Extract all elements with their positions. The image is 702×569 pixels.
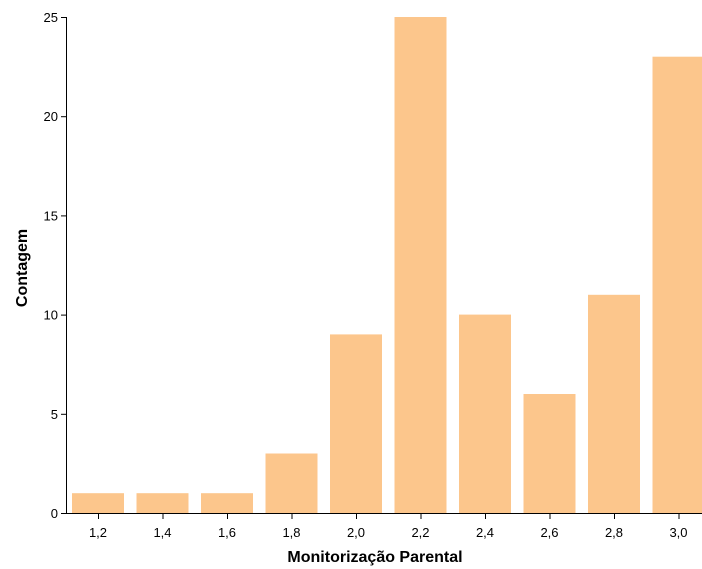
bar-2,8	[588, 294, 640, 513]
x-axis-title: Monitorização Parental	[287, 549, 462, 566]
bars-layer	[72, 17, 702, 513]
x-tick-label: 2,0	[347, 525, 365, 540]
y-tick-label: 15	[44, 208, 58, 223]
y-tick-label: 0	[51, 506, 58, 521]
bar-2,4	[459, 314, 511, 513]
x-tick-label: 1,6	[218, 525, 236, 540]
y-tick-label: 10	[44, 308, 58, 323]
x-tick-label: 1,8	[282, 525, 300, 540]
bar-2,0	[330, 334, 382, 513]
x-tick-label: 2,2	[411, 525, 429, 540]
y-tick-label: 5	[51, 407, 58, 422]
bar-1,2	[72, 493, 124, 513]
x-tick-label: 2,8	[605, 525, 623, 540]
x-tick-label: 1,2	[89, 525, 107, 540]
bar-2,6	[523, 394, 576, 513]
bar-1,8	[265, 453, 318, 513]
axes-layer	[66, 17, 702, 514]
x-ticks: 1,2 1,4 1,6 1,8 2,0 2,2 2,4 2,6 2,8 3,0	[89, 513, 688, 540]
bar-1,6	[201, 493, 253, 513]
bar-1,4	[136, 493, 189, 513]
x-tick-label: 2,4	[476, 525, 494, 540]
x-tick-label: 3,0	[669, 525, 687, 540]
y-axis-title: Contagem	[14, 229, 31, 307]
x-tick-label: 2,6	[540, 525, 558, 540]
y-tick-label: 20	[44, 109, 58, 124]
bar-3,0	[652, 56, 702, 513]
y-ticks: 0 5 10 15 20 25	[44, 10, 66, 521]
bar-2,2	[394, 17, 447, 513]
y-tick-label: 25	[44, 10, 58, 25]
x-tick-label: 1,4	[153, 525, 171, 540]
